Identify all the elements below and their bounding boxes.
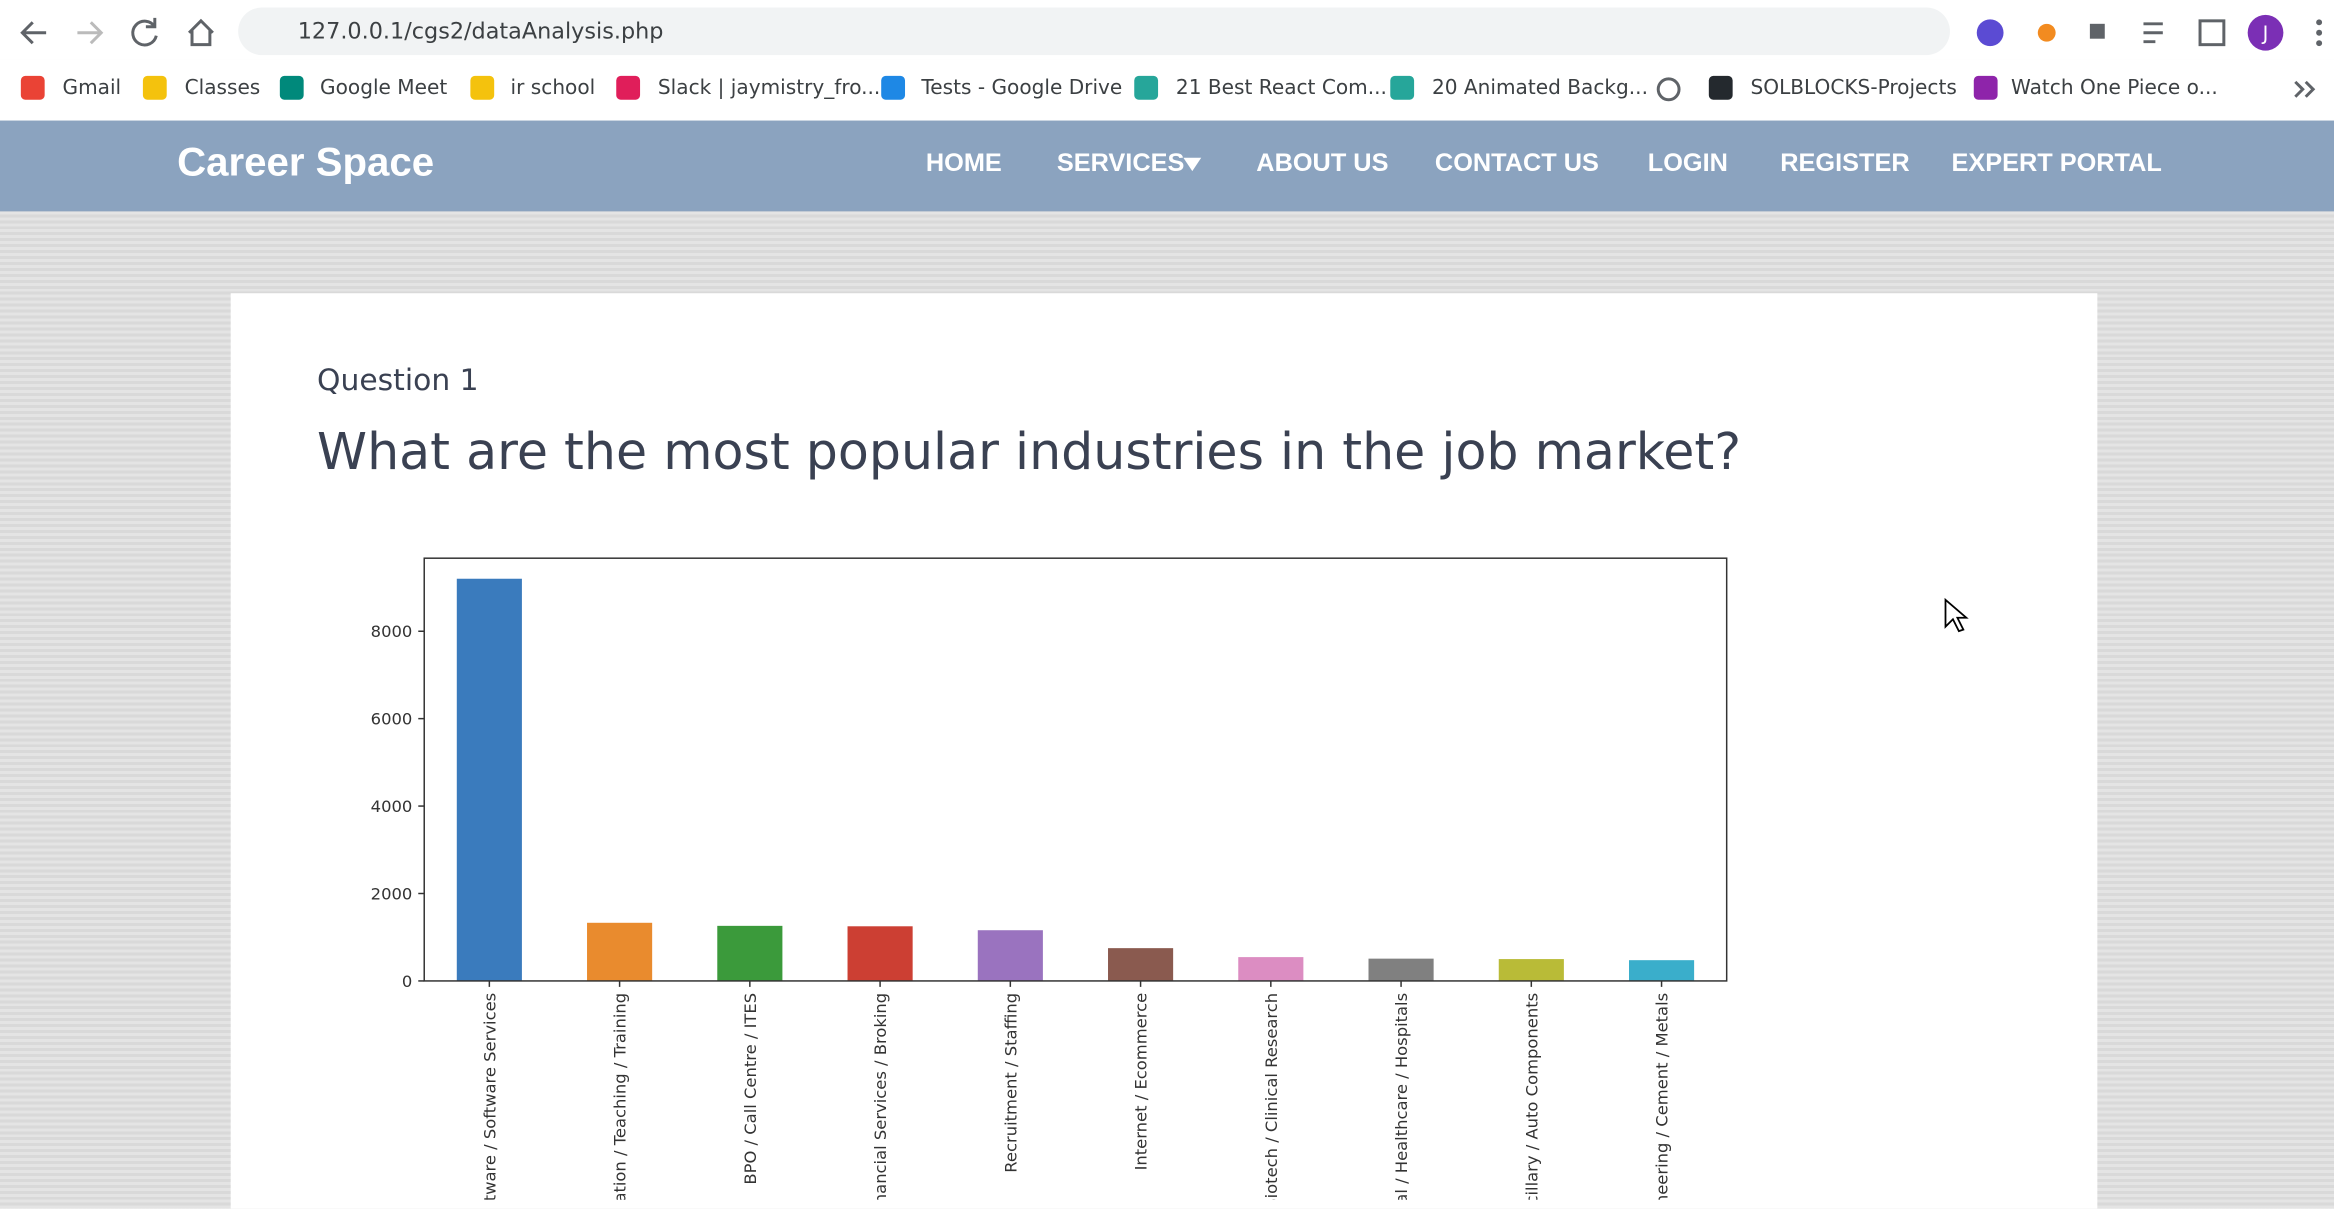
brand[interactable]: Career Space [177,139,435,185]
bookmark-icon [279,75,304,100]
profile-initial: J [2262,22,2269,45]
bar [977,930,1043,981]
bookmark[interactable]: SOLBLOCKS-Projects [1750,75,1957,100]
bookmarks-bar [0,59,2334,121]
bookmark[interactable]: Classes [184,75,261,100]
dropdown-arrow [1183,157,1202,172]
x-tick-label: Internet / Ecommerce [1132,993,1151,1171]
reload-button[interactable] [131,17,158,47]
question-label: Question 1 [317,361,479,398]
bar [1238,957,1304,981]
nav-link[interactable]: LOGIN [1647,148,1728,178]
bar [1498,959,1564,981]
y-tick-label: 2000 [371,884,413,903]
chart: 0 2000 4000 6000 8000 ftware / Software Servi… [371,557,1728,1209]
extension-icon[interactable] [1976,19,2004,47]
x-tick-label: ncillary / Auto Components [1522,993,1541,1209]
bar [587,922,653,981]
x-tick-label: ineering / Cement / Metals [1653,993,1672,1209]
extensions-button[interactable] [2089,23,2105,39]
url[interactable]: 127.0.0.1/cgs2/dataAnalysis.php [297,17,664,45]
profile-avatar[interactable] [2247,14,2284,51]
globe-bookmark[interactable] [1655,76,1682,103]
bookmark-icon [20,75,45,100]
nav-link[interactable]: CONTACT US [1434,148,1599,178]
bookmark-icon [1708,75,1733,100]
bar [1628,960,1695,981]
y-tick-label: 4000 [371,797,413,816]
nav-link[interactable]: HOME [925,148,1002,178]
bookmark-icon [616,75,641,100]
navbar [0,120,2334,212]
bookmark-icon [1134,75,1159,100]
question-title: What are the most popular industries in … [317,422,1742,483]
y-tick-label: 0 [402,972,412,991]
nav-link[interactable]: SERVICES [1056,148,1185,178]
x-labels: ftware / Software Services cation / Teach… [480,993,1672,1209]
x-tick-label: Recruitment / Staffing [1001,993,1020,1173]
content-card [230,293,2098,1209]
bookmark[interactable]: 20 Animated Backg... [1431,75,1648,100]
side-panel[interactable] [2198,19,2226,47]
nav-link[interactable]: EXPERT PORTAL [1951,148,2162,178]
forward-button[interactable] [77,21,104,45]
x-tick-label: inancial Services / Broking [871,993,890,1209]
x-tick-label: BPO / Call Centre / ITES [741,993,760,1185]
back-button[interactable] [20,21,47,45]
extension-icon[interactable] [2037,23,2056,42]
nav-link[interactable]: ABOUT US [1256,148,1389,178]
plot-frame [423,557,1728,982]
bookmark[interactable]: Slack | jaymistry_fro... [657,75,881,100]
bar [1108,948,1174,981]
x-tick-label: cation / Teaching / Training [611,993,630,1209]
x-tick-label: cal / Healthcare / Hospitals [1392,993,1411,1209]
bookmark-icon [1390,75,1415,100]
more-bookmarks[interactable] [2289,76,2319,103]
y-tick-label: 8000 [371,622,413,641]
bar [1368,958,1434,981]
nav-link[interactable]: REGISTER [1780,148,1910,178]
bar [456,578,522,981]
x-tick-label: ftware / Software Services [480,993,499,1207]
home-button[interactable] [187,18,214,47]
address-bar[interactable] [238,7,1950,56]
bookmark[interactable]: Watch One Piece o... [2010,75,2218,100]
bookmark[interactable]: Google Meet [320,75,448,100]
bookmark[interactable]: Gmail [62,75,122,100]
bookmark[interactable]: 21 Best React Com... [1175,75,1387,100]
y-tick-label: 6000 [371,710,413,729]
reading-list[interactable] [2143,22,2163,44]
bookmark[interactable]: ir school [510,75,596,100]
bookmark-icon [1973,75,1998,100]
x-tick-label: Biotech / Clinical Research [1262,993,1281,1209]
bookmark[interactable]: Tests - Google Drive [921,75,1123,100]
bar [717,925,783,981]
bar [847,926,913,981]
mouse-cursor [1944,597,1969,633]
bookmark-icon [881,75,906,100]
bookmark-icon [142,75,167,100]
bookmark-icon [470,75,495,100]
